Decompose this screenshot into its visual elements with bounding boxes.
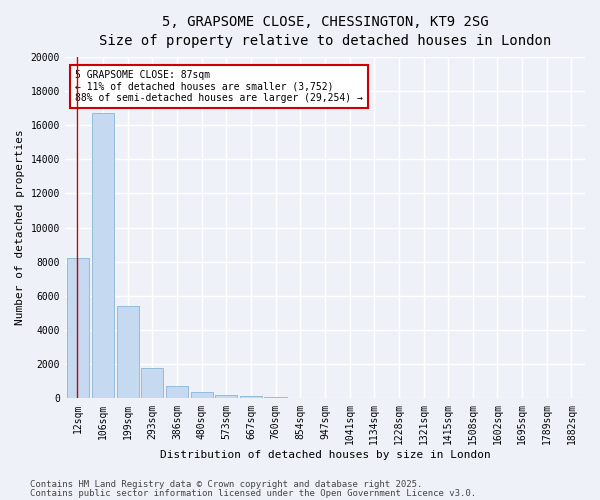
Bar: [141, 368, 163, 398]
Bar: [116, 306, 139, 398]
Y-axis label: Number of detached properties: Number of detached properties: [15, 130, 25, 326]
Bar: [67, 258, 89, 398]
Bar: [215, 395, 238, 398]
Title: 5, GRAPSOME CLOSE, CHESSINGTON, KT9 2SG
Size of property relative to detached ho: 5, GRAPSOME CLOSE, CHESSINGTON, KT9 2SG …: [99, 15, 551, 48]
Bar: [191, 392, 213, 398]
Text: Contains HM Land Registry data © Crown copyright and database right 2025.: Contains HM Land Registry data © Crown c…: [30, 480, 422, 489]
Bar: [240, 396, 262, 398]
Text: Contains public sector information licensed under the Open Government Licence v3: Contains public sector information licen…: [30, 488, 476, 498]
Text: 5 GRAPSOME CLOSE: 87sqm
← 11% of detached houses are smaller (3,752)
88% of semi: 5 GRAPSOME CLOSE: 87sqm ← 11% of detache…: [75, 70, 363, 104]
Bar: [92, 113, 114, 399]
X-axis label: Distribution of detached houses by size in London: Distribution of detached houses by size …: [160, 450, 490, 460]
Bar: [265, 396, 287, 398]
Bar: [166, 386, 188, 398]
